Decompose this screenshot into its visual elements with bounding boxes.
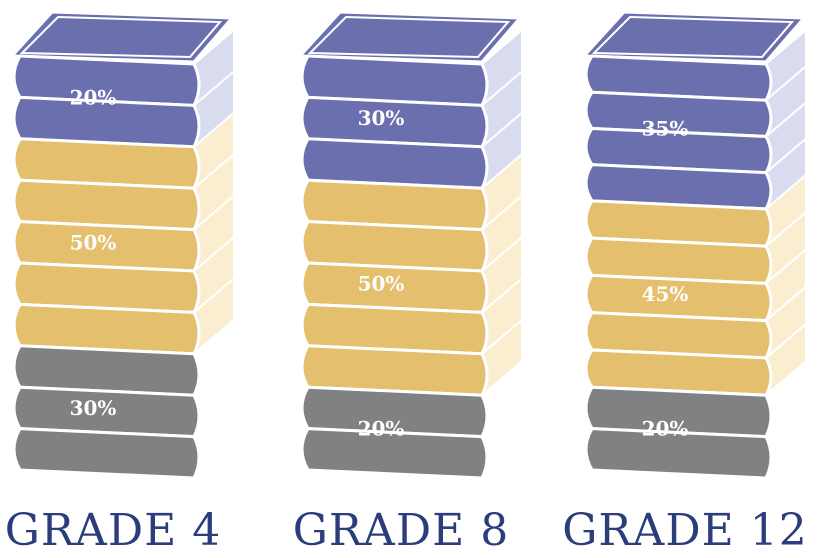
segment-top: 35% [584,27,807,212]
data-label: 35% [642,116,689,140]
data-label: 30% [358,106,405,130]
category-label: GRADE 8 [293,505,509,556]
stack-lid [8,10,236,64]
segment-bottom: 30% [12,317,235,481]
segment-bottom: 20% [584,359,807,481]
segment-middle: 50% [300,152,523,398]
stack-lid [296,10,524,64]
segment-bottom: 20% [300,359,523,481]
data-label: 30% [70,396,117,420]
data-label: 20% [642,417,689,441]
book-stack-2: 30% 50% 20% GRADE 8 [293,10,524,556]
stack-lid-inset [19,15,223,59]
book-spine [12,427,201,480]
category-label: GRADE 4 [5,505,221,556]
stack-lid [580,10,808,64]
stack-lid-inset [591,15,795,59]
segment-middle: 45% [584,172,807,398]
segment-middle: 50% [12,110,235,356]
data-label: 50% [358,272,405,296]
category-label: GRADE 12 [562,505,807,556]
data-label: 20% [70,85,117,109]
book-spine [300,427,489,480]
data-label: 45% [642,282,689,306]
book-spine [584,427,773,480]
book-stack-3: 35% 45% 20% GRADE 12 [562,10,808,556]
segment-top: 30% [300,27,523,191]
book-stack-1: 20% 50% 30% GRADE 4 [5,10,236,556]
data-label: 20% [358,417,405,441]
data-label: 50% [70,230,117,254]
stack-lid-inset [307,15,511,59]
